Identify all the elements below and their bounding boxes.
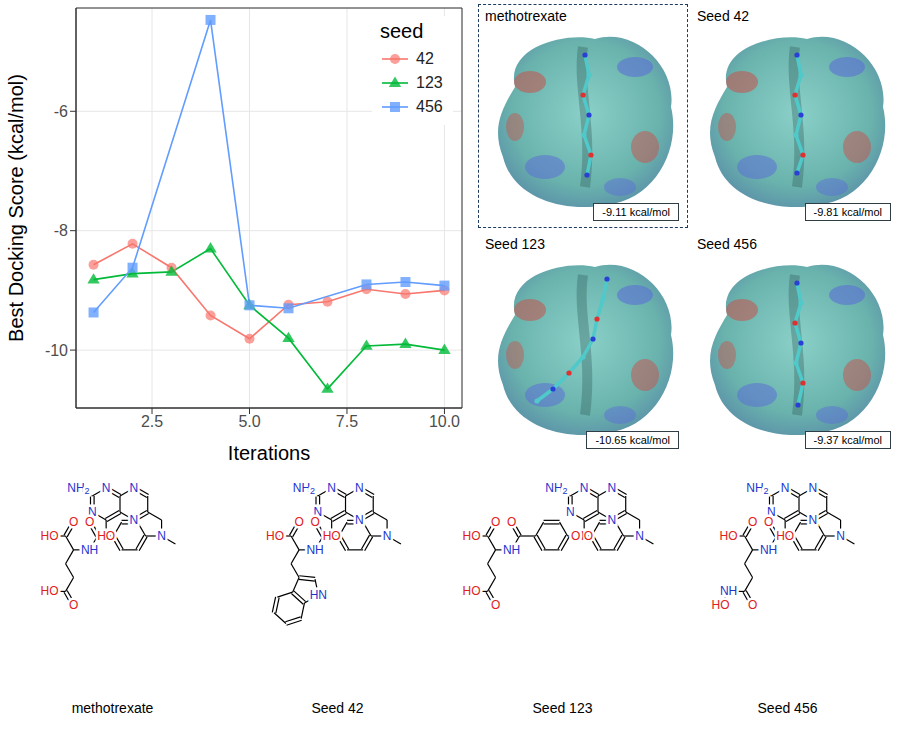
svg-text:NH: NH [760, 543, 777, 557]
svg-text:HO: HO [41, 584, 59, 598]
html-text:Seed 42: Seed 42 [311, 700, 364, 716]
svg-text:NH2: NH2 [293, 481, 315, 496]
svg-text:NH: NH [306, 543, 323, 557]
svg-text:O: O [491, 515, 500, 529]
html-text:methotrexate: methotrexate [485, 8, 567, 24]
html-text:-9.11 kcal/mol: -9.11 kcal/mol [602, 206, 670, 218]
svg-text:O: O [748, 515, 757, 529]
html-text:Seed 123: Seed 123 [485, 236, 545, 252]
svg-text:NH2: NH2 [746, 481, 768, 496]
svg-text:N: N [781, 481, 790, 495]
svg-text:O: O [571, 529, 580, 543]
svg-text:N: N [383, 529, 392, 543]
svg-text:N: N [836, 529, 845, 543]
svg-text:HO: HO [41, 529, 59, 543]
svg-text:O: O [748, 598, 757, 612]
svg-text:N: N [809, 481, 818, 495]
svg-text:N: N [608, 513, 617, 527]
svg-text:N: N [355, 481, 364, 495]
svg-text:HO: HO [575, 529, 594, 543]
svg-text:NH2: NH2 [545, 481, 567, 496]
html-text:methotrexate: methotrexate [71, 700, 154, 716]
svg-text:N: N [767, 505, 776, 519]
svg-text:N: N [809, 513, 818, 527]
svg-text:10.0: 10.0 [429, 413, 460, 430]
svg-text:N: N [88, 505, 97, 519]
svg-text:NH: NH [720, 584, 737, 598]
html-text:Seed 42: Seed 42 [697, 8, 750, 24]
svg-text:-10: -10 [45, 342, 68, 359]
svg-text:-8: -8 [54, 222, 68, 239]
svg-text:N: N [130, 481, 139, 495]
svg-text:N: N [566, 505, 575, 519]
svg-text:N: N [157, 529, 166, 543]
svg-text:N: N [327, 481, 336, 495]
svg-text:N: N [313, 505, 323, 519]
svg-text:-6: -6 [54, 103, 68, 120]
html-text:Seed 123: Seed 123 [532, 700, 593, 716]
svg-text:HO: HO [776, 529, 794, 543]
html-text:-9.81 kcal/mol: -9.81 kcal/mol [813, 206, 882, 218]
svg-text:N: N [608, 481, 617, 495]
svg-text:HO: HO [720, 529, 738, 543]
svg-text:NH2: NH2 [67, 481, 89, 496]
html-text:Seed 456: Seed 456 [697, 236, 757, 252]
html-text:-9.37 kcal/mol: -9.37 kcal/mol [813, 434, 882, 446]
svg-text:O: O [85, 515, 94, 529]
svg-text:5.0: 5.0 [238, 413, 260, 430]
svg-text:HO: HO [97, 529, 115, 543]
html-text:Seed 456: Seed 456 [757, 700, 818, 716]
svg-text:O: O [294, 515, 303, 529]
svg-text:N: N [580, 481, 589, 495]
html-text:-10.65 kcal/mol: -10.65 kcal/mol [595, 434, 670, 446]
svg-text:N: N [130, 513, 139, 527]
svg-text:N: N [355, 513, 364, 527]
svg-text:O: O [764, 515, 773, 529]
svg-text:O: O [491, 598, 500, 612]
svg-text:Best Docking Score (kcal/mol): Best Docking Score (kcal/mol) [5, 74, 27, 342]
svg-text:2.5: 2.5 [141, 413, 163, 430]
svg-text:HO: HO [266, 529, 284, 543]
html-text:seed: seed [380, 20, 424, 42]
svg-text:NH: NH [503, 543, 520, 557]
svg-text:O: O [507, 515, 516, 529]
svg-text:N: N [635, 529, 644, 543]
html-text:42: 42 [416, 50, 434, 67]
svg-text:N: N [102, 481, 111, 495]
svg-text:HO: HO [463, 584, 481, 598]
svg-text:HO: HO [323, 529, 341, 543]
svg-text:HN: HN [310, 588, 327, 602]
html-text:456: 456 [416, 98, 443, 115]
svg-text:O: O [69, 598, 78, 612]
svg-text:O: O [69, 515, 78, 529]
svg-text:O: O [310, 515, 319, 529]
svg-text:HO: HO [712, 598, 730, 612]
svg-text:7.5: 7.5 [336, 413, 358, 430]
svg-text:Iterations: Iterations [228, 442, 310, 464]
svg-text:NH: NH [81, 543, 98, 557]
html-text:123: 123 [416, 74, 443, 91]
svg-text:HO: HO [463, 529, 481, 543]
